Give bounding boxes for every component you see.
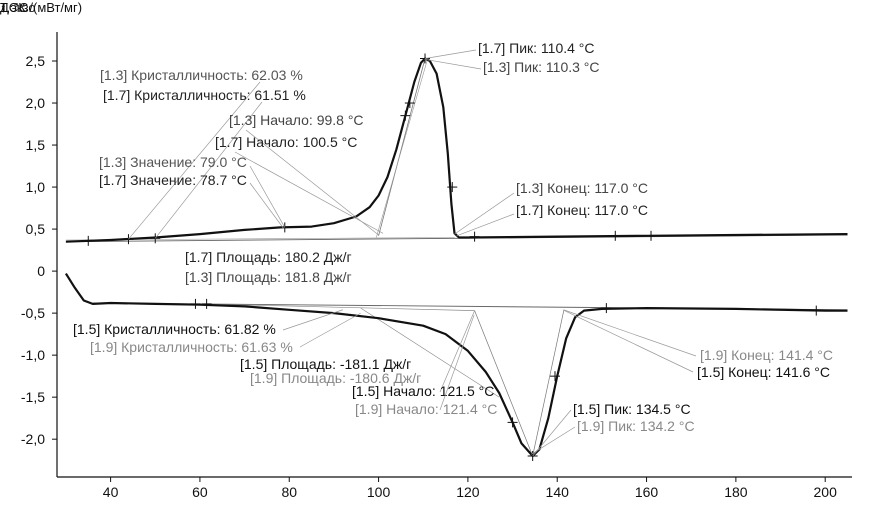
leader-line [439, 314, 475, 411]
y-tick-label: -1,5 [21, 389, 45, 405]
dsc-curve-1 [65, 57, 848, 243]
annotation-label: [1.5] Кристалличность: 61.82 % [73, 321, 276, 337]
annotation-label: [1.9] Кристалличность: 61.63 % [90, 339, 293, 355]
leader-line [234, 151, 384, 234]
y-tick-label: 1,5 [26, 137, 46, 153]
dsc-curve-2 [64, 273, 848, 458]
leader-line [532, 409, 572, 457]
construction-line [532, 309, 565, 457]
annotation-label: [1.3] Значение: 79.0 °C [99, 154, 247, 170]
annotation-label: [1.7] Площадь: 180.2 Дж/г [185, 249, 352, 265]
annotation-label: [1.9] Площадь: -180.6 Дж/г [250, 370, 421, 386]
construction-line [360, 307, 500, 398]
leader-line [282, 309, 343, 331]
annotation-label: [1.9] Начало: 121.4 °C [355, 401, 497, 417]
annotations: [1.7] Пик: 110.4 °C [1.3] Пик: 110.3 °C [1… [73, 40, 833, 457]
y-tick-label: 2,5 [26, 53, 46, 69]
annotation-label: [1.5] Площадь: -181.1 Дж/г [240, 356, 411, 372]
x-tick-label: 180 [724, 484, 748, 500]
x-tick-label: 40 [103, 484, 119, 500]
leader-line [531, 426, 576, 455]
leader-line [439, 310, 475, 393]
axes: 40 60 80 100 120 140 160 180 200 2,5 2,0 1,5 1,0 0,5 0… [21, 32, 852, 500]
annotation-label: [1.7] Конец: 117.0 °C [516, 202, 648, 218]
y-tick-label: -0,5 [21, 305, 45, 321]
annotation-label: [1.9] Конец: 141.4 °C [700, 347, 833, 363]
y-tick-label: 0,5 [26, 221, 46, 237]
leader-line [563, 309, 697, 357]
y-tick-label: -1,0 [21, 347, 45, 363]
construction-line [378, 58, 426, 236]
annotation-label: [1.5] Пик: 134.5 °C [573, 401, 691, 417]
annotation-label: [1.3] Кристалличность: 62.03 % [100, 67, 303, 83]
leader-line [249, 165, 286, 228]
x-tick-label: 80 [281, 484, 297, 500]
construction-line [474, 310, 533, 457]
y-tick-label: 2,0 [26, 95, 46, 111]
x-tick-label: 140 [546, 484, 570, 500]
leader-line [128, 81, 261, 240]
annotation-label: [1.3] Начало: 99.8 °C [229, 112, 364, 128]
leader-line [424, 49, 477, 59]
y-tick-label: 1,0 [26, 179, 46, 195]
annotation-label: [1.7] Начало: 100.5 °C [215, 134, 357, 150]
x-tick-label: 200 [814, 484, 838, 500]
y-tick-label: 0 [37, 263, 45, 279]
leader-line [249, 182, 284, 229]
x-tick-label: 60 [192, 484, 208, 500]
construction-line [376, 58, 428, 238]
annotation-label: [1.7] Пик: 110.4 °C [478, 40, 595, 56]
annotation-label: [1.7] Кристалличность: 61.51 % [103, 87, 306, 103]
annotation-label: [1.7] Значение: 78.7 °C [99, 172, 247, 188]
x-tick-label: 100 [367, 484, 391, 500]
leader-line [299, 312, 361, 348]
leader-line [564, 310, 694, 373]
leader-line [154, 101, 263, 239]
y-tick-label: -2,0 [21, 431, 45, 447]
annotation-label: [1.3] Площадь: 181.8 Дж/г [185, 269, 352, 285]
y-axis-label: ДСК /(мВт/мг) [0, 0, 83, 15]
series-group [64, 57, 848, 458]
annotation-label: [1.5] Конец: 141.6 °C [697, 364, 830, 380]
exo-direction-label: ↑ экзо [0, 0, 36, 15]
x-axis-label: T, °C [0, 0, 29, 15]
annotation-label: [1.3] Конец: 117.0 °C [516, 180, 648, 196]
leader-line [424, 58, 482, 70]
annotation-label: [1.9] Пик: 134.2 °C [577, 418, 695, 434]
x-tick-label: 120 [456, 484, 480, 500]
annotation-label: [1.3] Пик: 110.3 °C [483, 59, 600, 75]
construction-line [199, 303, 475, 311]
x-tick-label: 160 [635, 484, 659, 500]
leader-line [456, 213, 515, 237]
leader-line [245, 129, 379, 236]
leader-line [454, 192, 515, 235]
annotation-label: [1.5] Начало: 121.5 °C [352, 383, 494, 399]
